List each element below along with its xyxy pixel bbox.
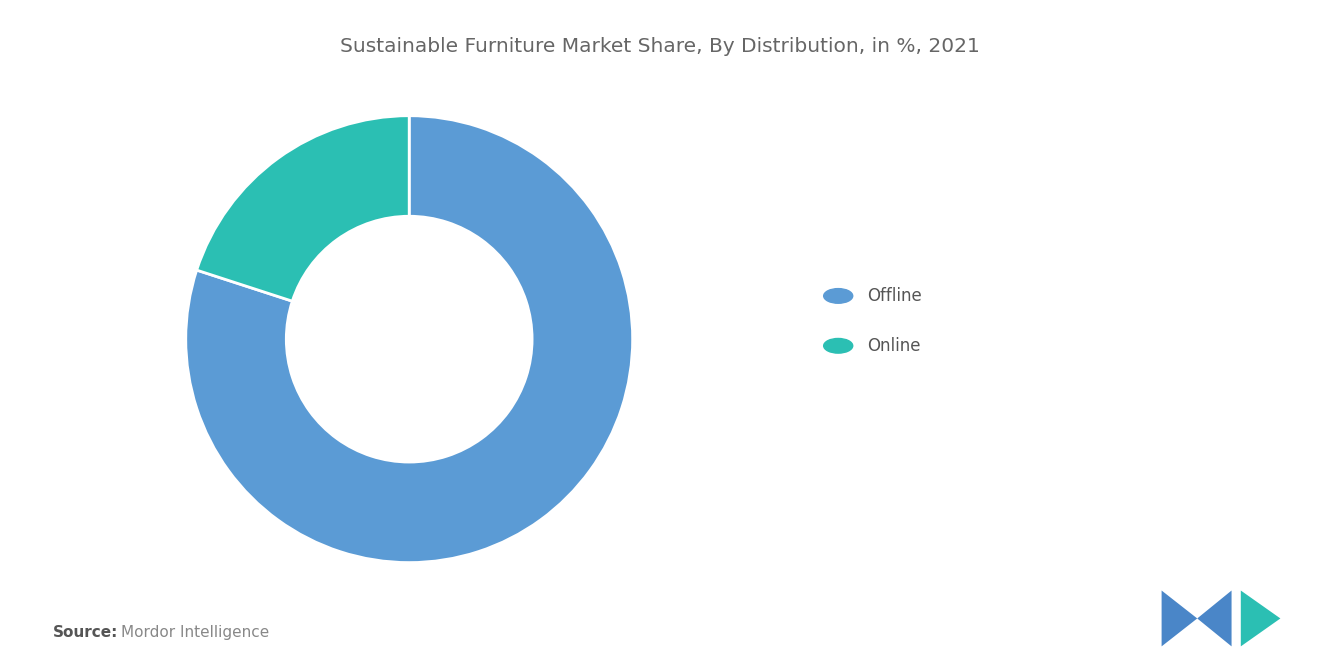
Text: Online: Online (867, 336, 921, 355)
Polygon shape (1197, 591, 1232, 646)
Text: Source:: Source: (53, 624, 119, 640)
Wedge shape (197, 116, 409, 301)
Polygon shape (1162, 591, 1197, 646)
Polygon shape (1241, 591, 1280, 646)
Text: Mordor Intelligence: Mordor Intelligence (121, 624, 269, 640)
Wedge shape (186, 116, 632, 563)
Text: Sustainable Furniture Market Share, By Distribution, in %, 2021: Sustainable Furniture Market Share, By D… (341, 37, 979, 56)
Text: Offline: Offline (867, 287, 921, 305)
